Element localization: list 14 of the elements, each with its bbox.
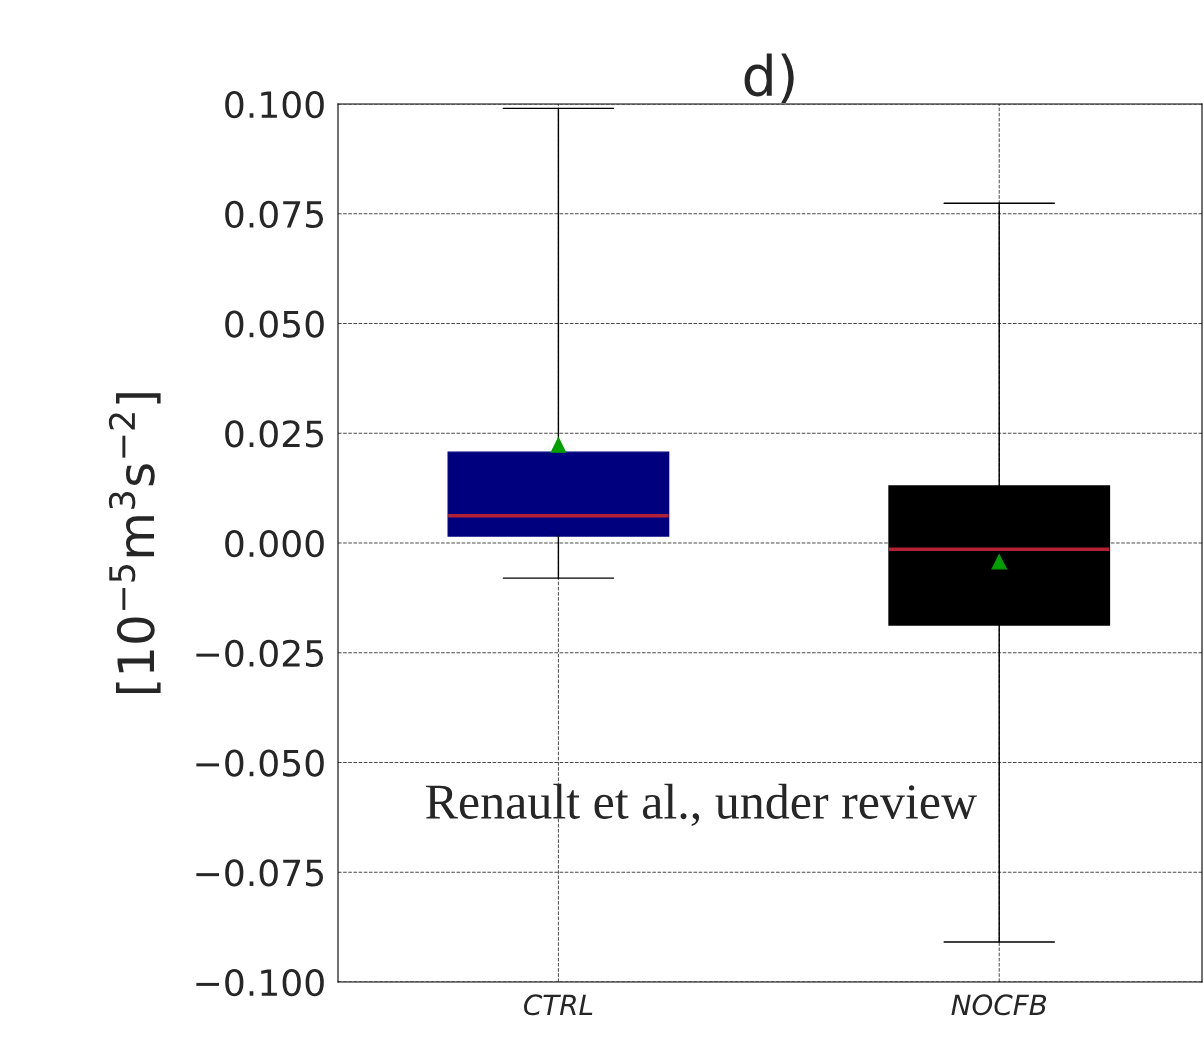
y-tick-label: 0.000	[225, 529, 324, 558]
annotation: Renault et al., under review	[426, 783, 977, 827]
y-tick-label: −0.075	[196, 859, 324, 887]
y-tick-label: −0.050	[196, 749, 324, 777]
y-axis-title: [10$^{−5}$m$^{3}$s$^{−2}$]	[108, 393, 161, 693]
x-tick-label: CTRL	[524, 994, 593, 1016]
y-tick-label: 0.100	[225, 90, 324, 119]
y-tick-label: 0.050	[225, 310, 324, 338]
y-tick-label: −0.100	[196, 968, 324, 997]
y-tick-label: 0.025	[225, 420, 324, 448]
x-tick-label: NOCFB	[951, 994, 1047, 1016]
y-tick-label: −0.025	[196, 639, 324, 667]
y-tick-label: 0.075	[225, 200, 324, 228]
chart-title: d)	[744, 53, 794, 103]
